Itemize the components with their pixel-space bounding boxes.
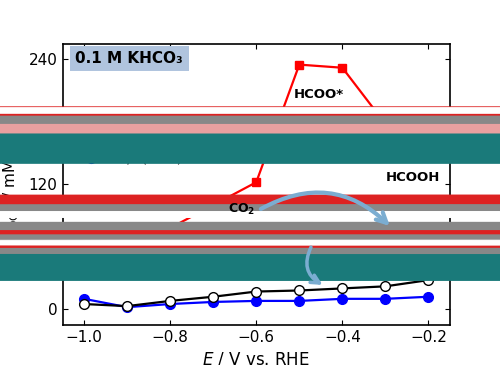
Circle shape [0,111,500,121]
Circle shape [0,106,500,117]
Circle shape [0,231,500,242]
Circle shape [0,250,500,269]
Circle shape [0,211,500,218]
Circle shape [0,242,500,249]
Circle shape [0,195,500,205]
Circle shape [0,224,500,236]
Circle shape [0,265,500,281]
Circle shape [0,147,500,164]
Circle shape [0,121,500,133]
Circle shape [0,129,500,150]
Text: HCOO*: HCOO* [294,88,344,101]
Circle shape [0,265,500,281]
Circle shape [0,107,500,114]
X-axis label: $\it{E}$ / V vs. RHE: $\it{E}$ / V vs. RHE [202,350,310,365]
Text: $\mathbf{CO_2}$: $\mathbf{CO_2}$ [228,201,255,216]
Circle shape [0,121,500,133]
Circle shape [0,147,500,164]
Circle shape [0,245,500,253]
Circle shape [0,229,500,239]
Circle shape [0,129,500,150]
Circle shape [0,248,500,254]
Circle shape [0,111,500,121]
Y-axis label: $C_{\rm{HCOO}^-}$ / mM mg$^{-1}_{\rm{Pd}}$: $C_{\rm{HCOO}^-}$ / mM mg$^{-1}_{\rm{Pd}… [0,113,23,256]
Circle shape [0,245,500,253]
Circle shape [0,224,500,236]
Text: 0.1 M KHCO₃: 0.1 M KHCO₃ [76,51,183,66]
Circle shape [0,204,500,212]
Legend: Pd-B/C, Pd/C(home), Pd/C(com): Pd-B/C, Pd/C(home), Pd/C(com) [74,110,198,171]
Circle shape [0,222,500,230]
Circle shape [0,147,500,164]
Circle shape [0,250,500,269]
Text: HCOOH: HCOOH [386,171,440,184]
Circle shape [0,116,500,124]
Circle shape [0,265,500,281]
Circle shape [0,234,500,243]
Circle shape [0,211,500,218]
Circle shape [0,240,500,245]
Circle shape [0,195,500,205]
